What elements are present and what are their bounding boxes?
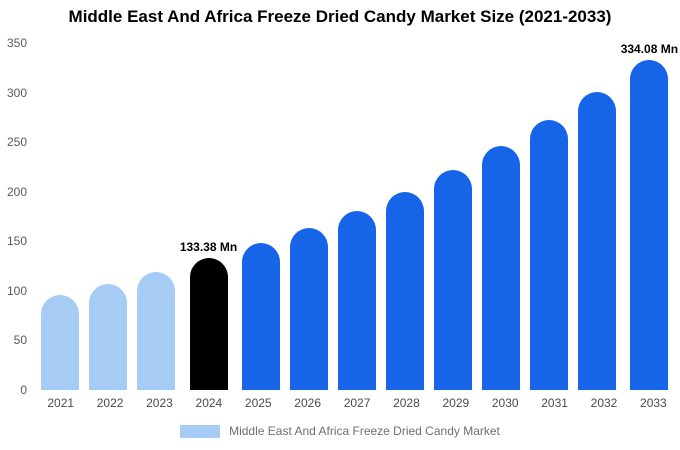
bar-slot-2022 — [84, 43, 132, 390]
bar-2027 — [338, 210, 377, 390]
y-tick-label: 100 — [6, 283, 27, 298]
x-axis: 2021 2022 2023 2024 2025 2026 2027 2028 2029 2030… — [36, 396, 678, 410]
bar-slot-2032 — [573, 43, 621, 390]
x-axis-label-2028: 2028 — [393, 396, 420, 410]
bar-slot-2026 — [285, 43, 333, 390]
bar-slot-2033: 334.08 Mn — [621, 43, 678, 390]
legend-label: Middle East And Africa Freeze Dried Cand… — [229, 424, 500, 438]
bar-slot-2028 — [381, 43, 429, 390]
x-axis-label-2031: 2031 — [541, 396, 568, 410]
x-axis-label-2022: 2022 — [96, 396, 124, 410]
bar-2024 — [189, 257, 228, 390]
x-axis-label-2026: 2026 — [294, 396, 321, 410]
y-tick-label: 50 — [13, 333, 27, 348]
y-tick-label: 250 — [6, 135, 27, 150]
bar-2033 — [630, 60, 669, 390]
bar-2023 — [136, 272, 175, 390]
bar-2029 — [433, 169, 472, 390]
x-axis-label-2023: 2023 — [146, 396, 173, 410]
bar-2030 — [481, 146, 520, 390]
bar-slot-2023 — [132, 43, 180, 390]
bar-2022 — [88, 283, 127, 390]
bar-slot-2025 — [237, 43, 285, 390]
bar-value-label-2024: 133.38 Mn — [179, 239, 238, 254]
bar-slot-2030 — [477, 43, 525, 390]
bar-slot-2024: 133.38 Mn — [180, 43, 237, 390]
x-axis-label-2021: 2021 — [47, 396, 75, 410]
bar-2032 — [577, 91, 616, 390]
y-tick-label: 150 — [6, 234, 27, 249]
y-tick-label: 350 — [6, 36, 27, 50]
bar-2025 — [242, 243, 281, 390]
y-tick-label: 300 — [6, 85, 27, 100]
x-axis-label-2029: 2029 — [442, 396, 470, 410]
y-tick-label: 200 — [6, 184, 27, 199]
x-axis-label-2033: 2033 — [640, 396, 667, 410]
y-tick-label: 0 — [20, 383, 27, 397]
bar-value-label-2033: 334.08 Mn — [620, 42, 679, 56]
legend-swatch — [180, 424, 221, 438]
bar-slot-2021 — [36, 43, 84, 390]
bar-2028 — [385, 191, 424, 390]
x-axis-label-2024: 2024 — [195, 396, 223, 410]
bars-container: 133.38 Mn 334.08 Mn — [36, 43, 678, 390]
y-axis: 0 50 100 150 200 250 300 350 — [0, 37, 30, 396]
x-axis-label-2027: 2027 — [343, 396, 371, 410]
bar-2026 — [290, 228, 329, 390]
bar-slot-2027 — [333, 43, 381, 390]
bar-2021 — [40, 294, 79, 390]
legend: Middle East And Africa Freeze Dried Cand… — [0, 424, 680, 438]
bar-slot-2031 — [525, 43, 573, 390]
x-axis-label-2025: 2025 — [244, 396, 272, 410]
x-axis-label-2030: 2030 — [491, 396, 519, 410]
bar-2031 — [529, 120, 568, 390]
bar-slot-2029 — [429, 43, 477, 390]
chart-title: Middle East And Africa Freeze Dried Cand… — [68, 7, 612, 26]
x-axis-label-2032: 2032 — [590, 396, 618, 410]
